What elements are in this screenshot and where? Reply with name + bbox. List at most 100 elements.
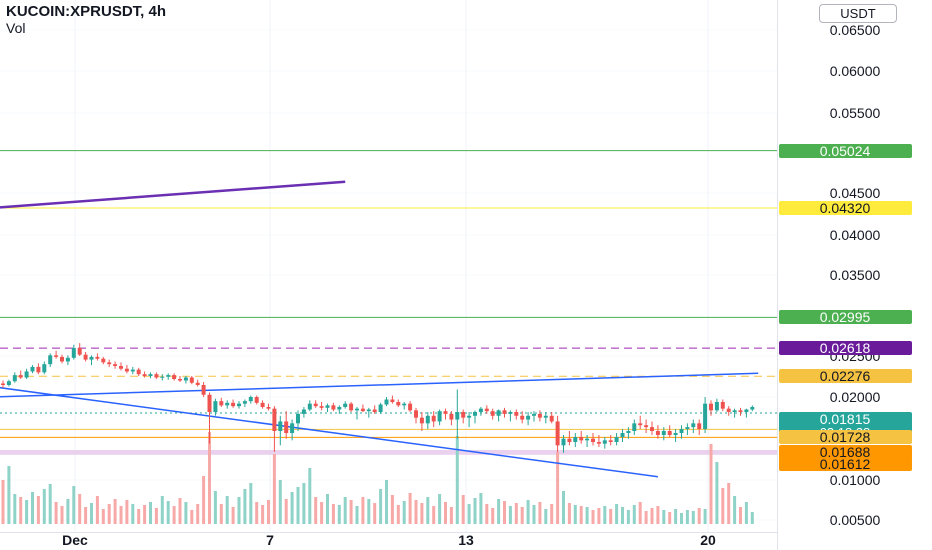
volume-bar [172,506,176,524]
volume-bar [538,502,542,524]
candle-body [272,408,277,431]
candle-body [484,408,489,412]
candle-body [48,355,53,365]
volume-bar [184,502,188,524]
candle-body [337,407,342,410]
candle-body [65,357,70,362]
candle-body [89,356,94,360]
volume-bar [644,511,648,524]
volume-bar [715,462,719,524]
price-tick-label: 0.06000 [830,63,881,79]
volume-bar [497,499,501,524]
candle-body [390,399,395,402]
candle-body [709,403,713,411]
volume-bar [178,498,182,524]
volume-bar [1,480,5,524]
volume-bar [331,504,335,524]
candle-body [614,437,619,442]
candle-body [478,408,483,412]
volume-bar [154,508,158,524]
candle-body [183,377,188,381]
candle-body [526,415,531,420]
volume-bar [160,496,164,524]
price-label-text: 0.05024 [820,143,871,159]
volume-bar [727,483,731,524]
price-label-badge [779,201,912,215]
volume-bar [272,454,276,524]
volume-bar [455,436,459,524]
candle-body [650,427,654,431]
price-label-text: 0.01815 [820,411,871,427]
price-label-badge [779,310,912,324]
volume-bar [744,502,748,524]
candle-body [502,410,507,414]
volume-bar [255,502,259,524]
symbol-title[interactable]: KUCOIN:XPRUSDT, 4h [6,3,167,20]
volume-indicator-label[interactable]: Vol [6,20,26,36]
volume-bar [95,496,99,524]
volume-bar [721,488,725,524]
candle-body [360,408,365,412]
volume-bar [25,500,29,524]
volume-bar [668,512,672,524]
volume-bar [125,500,129,524]
volume-bar [609,509,613,524]
volume-bar [414,500,418,524]
volume-bar [373,503,377,524]
time-tick-label: 7 [266,532,274,548]
candle-body [561,438,566,446]
candle-body [237,403,241,407]
volume-bar [449,507,453,524]
volume-bar [337,505,341,524]
volume-bar [243,489,247,524]
price-label-badge [779,369,912,383]
volume-bar [632,505,636,524]
candle-body [396,402,401,406]
candle-body [248,397,253,402]
candle-body [402,403,407,406]
candle-body [549,415,554,422]
volume-bar [739,507,742,524]
price-label-text: 0.04320 [820,200,871,216]
price-label-text: 0.01688 [820,444,871,460]
candle-body [437,411,442,422]
currency-selector[interactable]: USDT [819,4,897,23]
volume-bar [66,499,70,524]
volume-bar [467,504,471,524]
candle-body [290,423,295,433]
volume-bar [508,506,512,524]
volume-bar [149,502,152,524]
volume-bar [674,509,678,524]
price-label-badge [779,430,912,444]
candle-body [685,427,690,429]
volume-bar [420,503,424,524]
candle-body [419,417,424,424]
volume-bar [290,492,294,524]
candle-body [148,374,153,376]
trend-line [0,372,759,398]
volume-bar [621,507,624,524]
volume-bar [662,510,666,524]
candle-body [213,401,218,412]
volume-bar [60,506,64,524]
price-tick-label: 0.02000 [830,389,881,405]
candle-body [301,409,306,414]
price-tick-label: 0.01000 [830,472,881,488]
candle-body [355,408,359,411]
candle-body [160,376,165,378]
volume-bar [113,499,117,524]
volume-bar [343,497,347,524]
volume-bar [597,508,601,524]
volume-bar [119,506,123,524]
volume-bar [638,502,642,524]
volume-bar [461,495,465,524]
price-label-badge [779,144,912,158]
candle-body [331,405,336,410]
volume-bar [532,505,536,524]
candle-body [703,403,708,429]
candle-body [124,368,129,372]
candle-body [54,355,59,357]
volume-bar [78,494,82,524]
volume-bar [54,502,58,524]
